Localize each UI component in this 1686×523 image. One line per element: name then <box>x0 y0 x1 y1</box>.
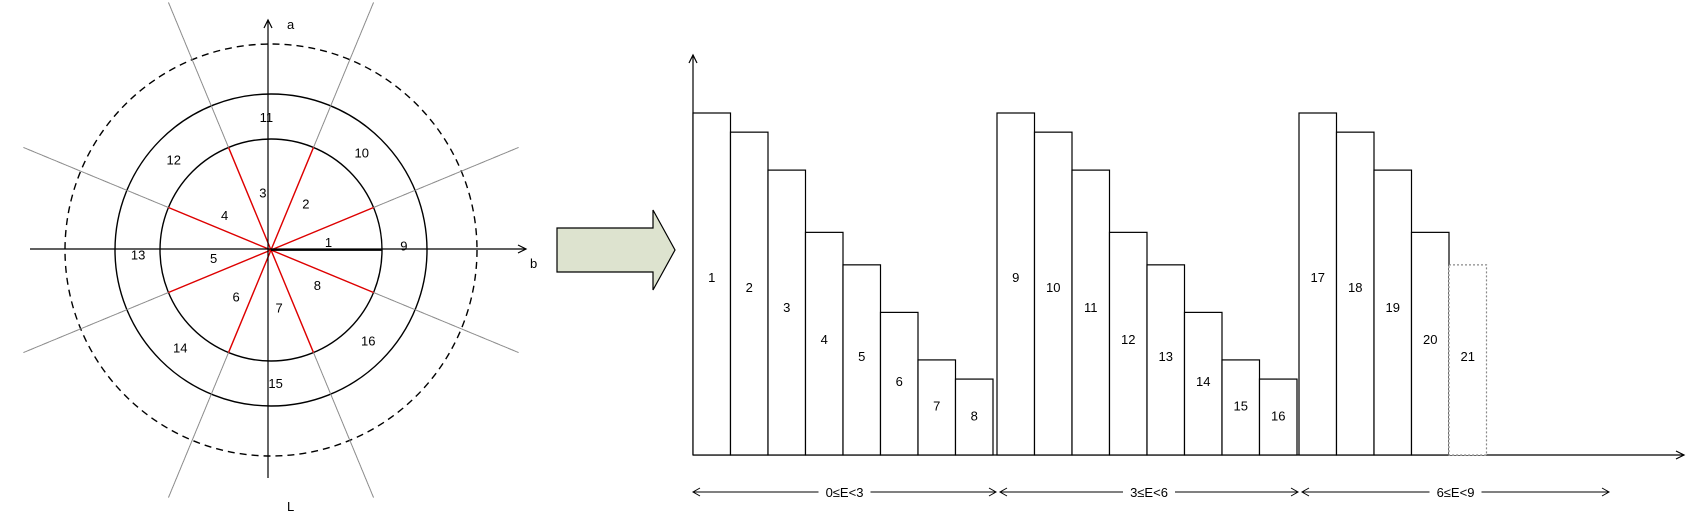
bar <box>954 378 994 456</box>
inner-sector-label: 3 <box>259 186 266 201</box>
bar-label: 6 <box>896 374 903 389</box>
chart-y-axis-arrowhead <box>688 53 698 64</box>
red-sector-line <box>270 249 315 353</box>
bar-label: 1 <box>708 270 715 285</box>
range-label-bg <box>1123 483 1175 500</box>
bar-label: 19 <box>1386 300 1400 315</box>
bar-label: 12 <box>1121 332 1135 347</box>
ring-sector-label: 11 <box>260 110 274 125</box>
inner-sector-label: 2 <box>302 197 309 212</box>
red-sector-line <box>270 147 315 251</box>
bar <box>917 359 957 456</box>
ring-sector-label: 14 <box>173 340 187 355</box>
bar <box>804 231 844 456</box>
bar-label: 17 <box>1311 270 1325 285</box>
range-arrowhead-right <box>1601 487 1611 497</box>
bar <box>842 264 882 456</box>
bar <box>1071 169 1111 456</box>
range-label-bg <box>1429 483 1482 500</box>
bar-label: 2 <box>746 280 753 295</box>
axis-label-b: b <box>530 256 537 271</box>
red-sector-line <box>270 249 374 294</box>
bar <box>1298 112 1338 456</box>
bar <box>996 112 1036 456</box>
a-axis-arrowhead <box>263 18 273 29</box>
outer-dashed-circle <box>64 43 478 457</box>
ring-circle <box>114 93 428 407</box>
bar-label: 13 <box>1159 349 1173 364</box>
ring-sector-label: 9 <box>400 238 407 253</box>
bar <box>1448 264 1488 456</box>
range-label: 0≤E<3 <box>826 485 864 500</box>
bar-label: 15 <box>1234 399 1248 414</box>
bar-label: 11 <box>1084 300 1098 315</box>
ring-sector-label: 15 <box>268 376 282 391</box>
bar <box>1410 231 1450 456</box>
inner-sector-labels: 1 2 3 4 5 6 7 8 <box>210 186 332 316</box>
range-arrowhead-left <box>691 487 701 497</box>
bar-label: 16 <box>1271 409 1285 424</box>
range-label: 6≤E<9 <box>1437 485 1475 500</box>
red-sector-lines <box>168 147 382 353</box>
big-arrow <box>556 209 676 291</box>
bar <box>1221 359 1261 456</box>
inner-sector-label: 8 <box>314 278 321 293</box>
axis-label-l: L <box>287 499 294 514</box>
ring-sector-label: 12 <box>166 152 180 167</box>
group-range-arrows: 0≤E<3 3≤E<6 6≤E<9 <box>691 483 1611 500</box>
inner-sector-label: 7 <box>275 300 282 315</box>
ring-sector-label: 13 <box>131 248 145 263</box>
bar <box>1373 169 1413 456</box>
red-sector-line <box>270 206 374 251</box>
axis-label-a: a <box>287 17 295 32</box>
bar <box>729 131 769 456</box>
bar-label: 7 <box>933 399 940 414</box>
range-arrowhead-right <box>988 487 998 497</box>
chart-x-axis-arrowhead <box>1675 450 1686 460</box>
bar-label: 20 <box>1423 332 1437 347</box>
bar-label: 21 <box>1461 349 1475 364</box>
bar <box>879 311 919 456</box>
inner-sector-label: 4 <box>221 208 228 223</box>
bar <box>1183 311 1223 456</box>
inner-sector-label: 6 <box>232 289 239 304</box>
b-axis-arrowhead <box>517 244 528 254</box>
bar <box>1258 378 1298 456</box>
inner-sector-label: 1 <box>325 235 332 250</box>
ring-sector-label: 10 <box>354 146 368 161</box>
range-label: 3≤E<6 <box>1130 485 1168 500</box>
bar <box>1108 231 1148 456</box>
range-arrowhead-left <box>1300 487 1310 497</box>
bar <box>692 112 732 456</box>
bar <box>1033 131 1073 456</box>
red-sector-line <box>168 249 272 294</box>
inner-sector-label: 5 <box>210 251 217 266</box>
red-sector-line <box>168 206 272 251</box>
bar-label: 3 <box>783 300 790 315</box>
bar-label: 9 <box>1012 270 1019 285</box>
red-sector-line <box>227 147 272 251</box>
bar-label: 18 <box>1348 280 1362 295</box>
transition-arrow <box>556 209 676 291</box>
bar-label: 10 <box>1046 280 1060 295</box>
bar-label: 14 <box>1196 374 1210 389</box>
ring-sector-label: 16 <box>361 334 375 349</box>
bar-label: 5 <box>858 349 865 364</box>
range-arrowhead-right <box>1290 487 1300 497</box>
range-arrowhead-left <box>998 487 1008 497</box>
bar-label: 4 <box>821 332 828 347</box>
bar <box>1335 131 1375 456</box>
bar-label: 8 <box>971 409 978 424</box>
range-label-bg <box>818 483 871 500</box>
red-sector-line <box>227 249 272 353</box>
